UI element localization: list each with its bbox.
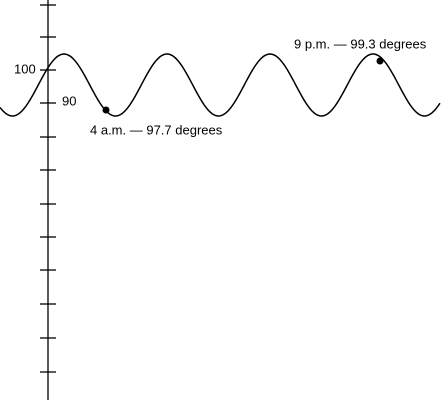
wave-curve: [0, 53, 441, 117]
tick-label: 90: [62, 93, 76, 108]
annotation: 4 a.m. — 97.7 degrees: [90, 122, 223, 137]
point: [376, 57, 384, 65]
point: [102, 106, 110, 114]
tick-label: 100: [14, 61, 36, 76]
tick-marks: [40, 4, 56, 373]
annotation: 9 p.m. — 99.3 degrees: [294, 36, 427, 51]
